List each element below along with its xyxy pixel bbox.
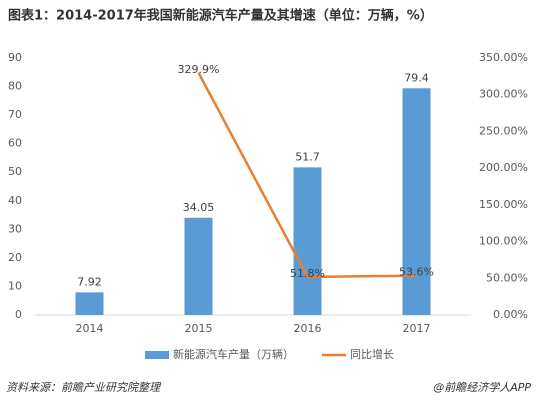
bar [402, 88, 431, 315]
source-note: 资料来源：前瞻产业研究院整理 [6, 381, 162, 394]
y-tick-label: 70 [8, 108, 22, 121]
y2-tick-label: 250.00% [479, 124, 528, 137]
y2-tick-label: 150.00% [479, 198, 528, 211]
y-tick-label: 50 [8, 165, 22, 178]
x-tick-label: 2017 [403, 322, 431, 335]
bar [293, 167, 322, 315]
bar-value-label: 51.7 [295, 150, 320, 163]
legend-swatch [145, 351, 169, 359]
y2-tick-label: 100.00% [479, 235, 528, 248]
y-tick-label: 60 [8, 137, 22, 150]
x-tick-label: 2014 [76, 322, 104, 335]
x-tick-label: 2015 [185, 322, 213, 335]
y2-tick-label: 300.00% [479, 88, 528, 101]
bar-value-label: 7.92 [77, 275, 102, 288]
line-value-label: 329.9% [178, 63, 220, 76]
y-tick-label: 40 [8, 194, 22, 207]
bar-value-label: 34.05 [183, 201, 215, 214]
bar-value-label: 79.4 [404, 71, 429, 84]
chart-title: 图表1：2014-2017年我国新能源汽车产量及其增速（单位：万辆，%） [8, 8, 433, 24]
footer-credit: @前瞻经济学人APP [433, 381, 531, 394]
line-value-label: 51.8% [290, 267, 325, 280]
y2-tick-label: 200.00% [479, 161, 528, 174]
y2-tick-label: 350.00% [479, 51, 528, 64]
y-tick-label: 0 [15, 308, 22, 321]
bar [184, 217, 213, 315]
y2-tick-label: 0.00% [493, 308, 528, 321]
y-tick-label: 30 [8, 222, 22, 235]
legend-label: 新能源汽车产量（万辆） [173, 347, 294, 361]
y2-tick-label: 50.00% [486, 271, 528, 284]
x-tick-label: 2016 [294, 322, 322, 335]
y-tick-label: 20 [8, 251, 22, 264]
line-value-label: 53.6% [399, 266, 434, 279]
y-tick-label: 10 [8, 279, 22, 292]
legend-label: 同比增长 [350, 347, 394, 361]
y-tick-label: 80 [8, 80, 22, 93]
y-tick-label: 90 [8, 51, 22, 64]
bar [75, 292, 104, 315]
line-series [197, 72, 417, 279]
